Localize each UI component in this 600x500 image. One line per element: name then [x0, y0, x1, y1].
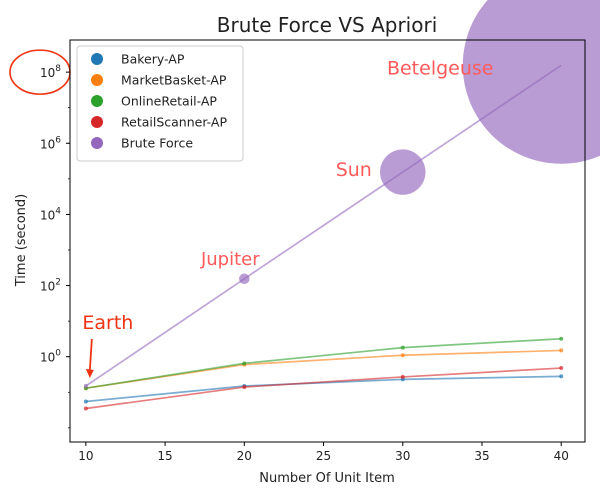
legend: Bakery-AP MarketBasket-AP OnlineRetail-AP R…: [76, 45, 244, 162]
y-tick-label: 100: [40, 349, 61, 365]
legend-marker: [91, 95, 103, 107]
data-point: [400, 374, 405, 379]
data-point: [400, 345, 405, 350]
series-line: [85, 375, 562, 403]
annotation-label: Sun: [336, 159, 372, 181]
legend-label: RetailScanner-AP: [121, 115, 227, 130]
legend-label: MarketBasket-AP: [121, 73, 227, 88]
x-tick-label: 15: [157, 449, 172, 463]
series-line: [85, 337, 562, 390]
data-point: [559, 374, 564, 379]
annotation-label: Earth: [82, 312, 133, 334]
chart-title: Brute Force VS Apriori: [217, 13, 438, 37]
data-point: [559, 348, 564, 353]
series-line: [85, 367, 562, 410]
x-tick-label: 40: [554, 449, 569, 463]
legend-marker: [91, 74, 103, 86]
x-axis-label: Number Of Unit Item: [259, 471, 394, 486]
annotation-label: Jupiter: [200, 249, 260, 270]
data-point: [242, 361, 247, 366]
y-tick-label: 102: [40, 278, 61, 294]
data-point: [242, 385, 247, 390]
brute-force-bubble: [462, 0, 600, 164]
annotation-label: Betelgeuse: [387, 57, 494, 79]
data-point: [559, 336, 564, 341]
data-point: [400, 353, 405, 358]
annotation-arrow: [88, 338, 93, 371]
legend-marker: [91, 116, 103, 128]
legend-marker: [91, 137, 103, 149]
x-tick-label: 30: [395, 449, 410, 463]
data-point: [83, 399, 88, 404]
plot-frame: [69, 39, 586, 443]
data-point: [83, 406, 88, 411]
y-tick-label: 108: [40, 64, 61, 80]
x-tick-label: 35: [474, 449, 489, 463]
legend-label: Brute Force: [121, 136, 193, 151]
x-tick-label: 10: [78, 449, 93, 463]
brute-force-bubble: [239, 273, 250, 285]
legend-frame: [76, 45, 244, 162]
y-tick-label: 106: [40, 135, 61, 151]
legend-marker: [91, 53, 103, 65]
y-axis-label: Time (second): [14, 194, 29, 287]
y-tick-label: 104: [40, 206, 61, 222]
brute-force-bubble: [83, 384, 88, 389]
x-tick-label: 25: [316, 449, 331, 463]
data-point: [559, 366, 564, 371]
legend-label: Bakery-AP: [121, 52, 185, 67]
x-tick-label: 20: [237, 449, 252, 463]
brute-force-bubble: [380, 149, 426, 195]
legend-label: OnlineRetail-AP: [121, 94, 217, 109]
annotation-arrow-head: [85, 369, 94, 379]
